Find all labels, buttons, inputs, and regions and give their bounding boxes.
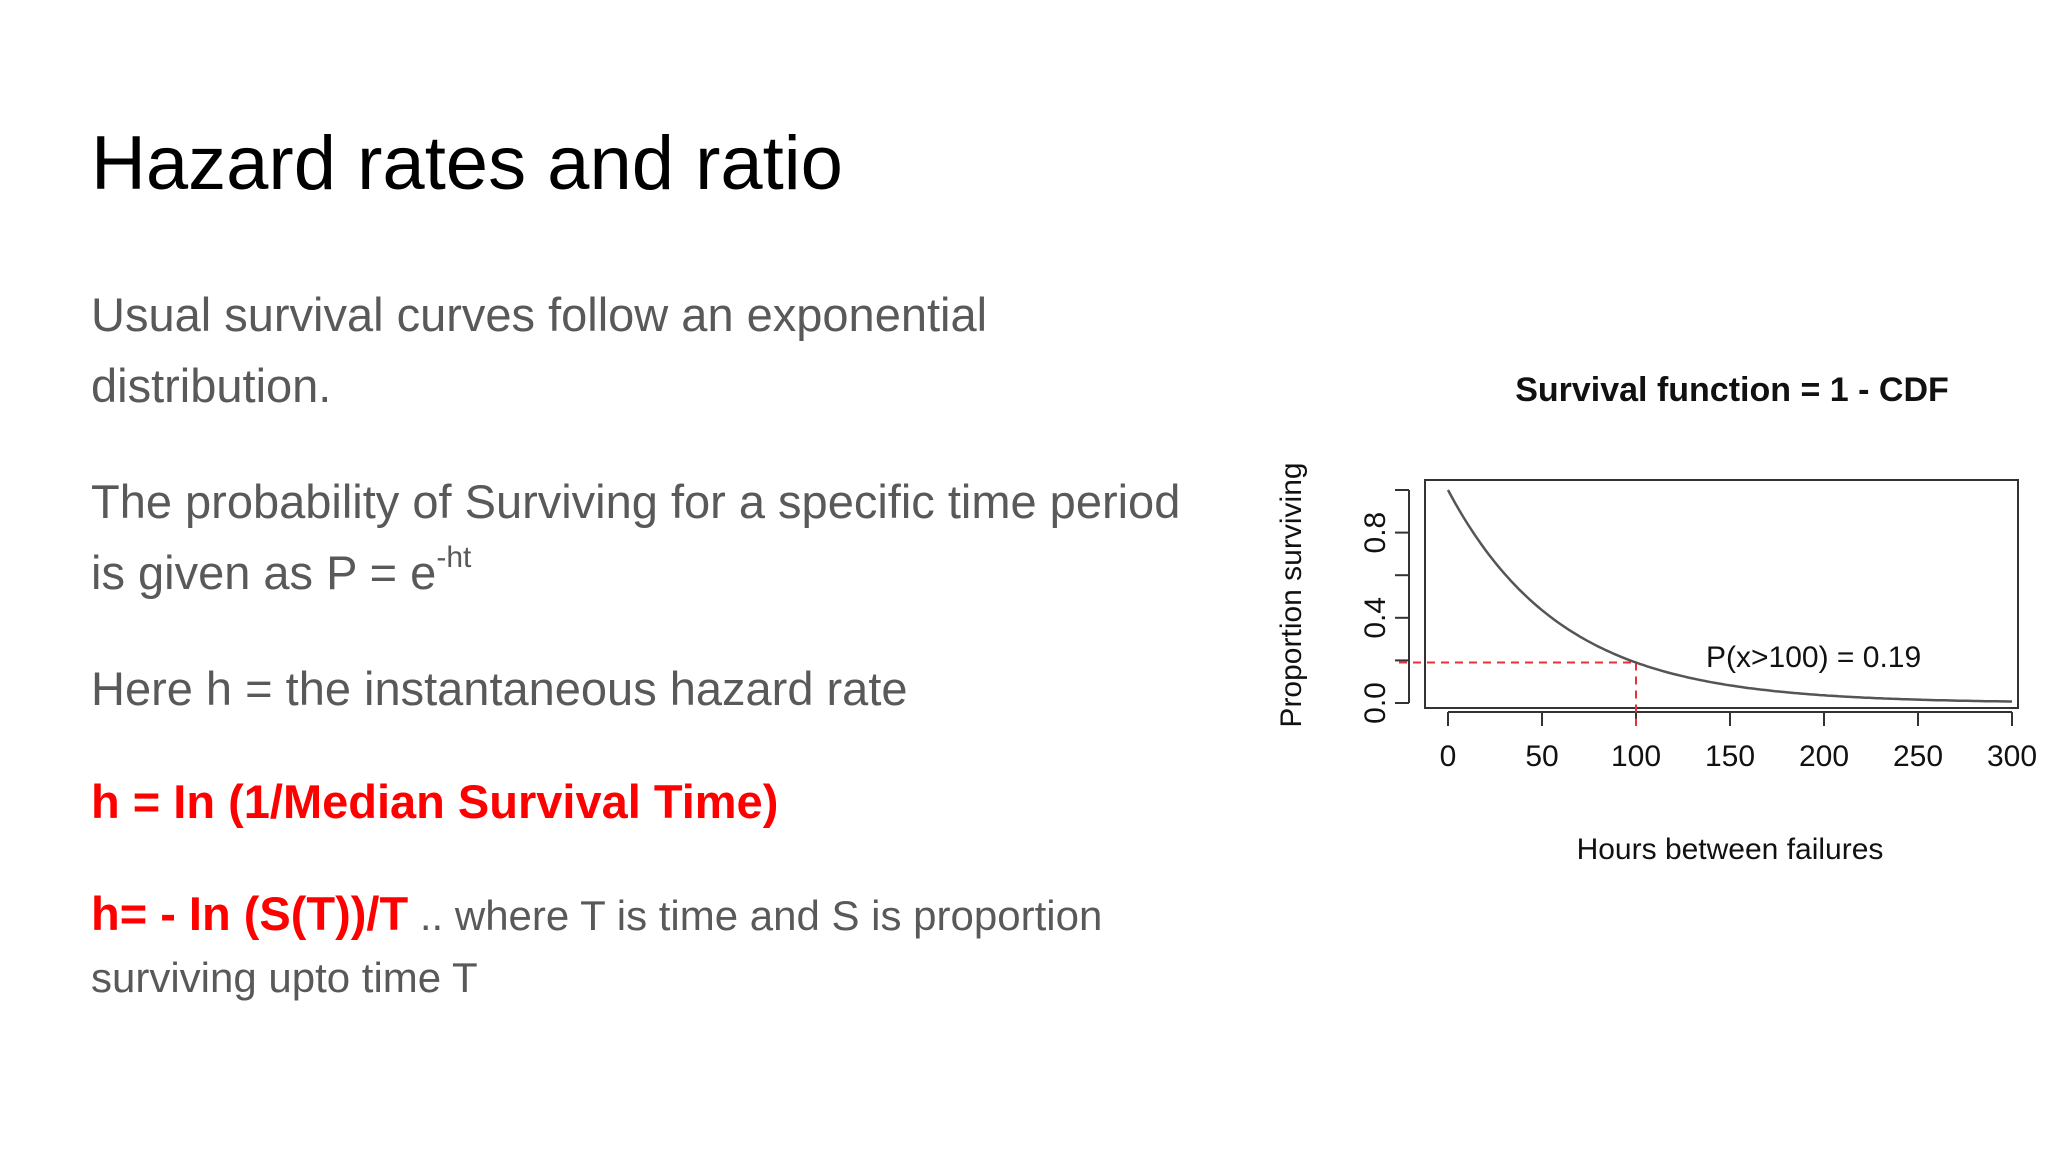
x-axis: 0 50 100 150 200 250 300: [1440, 711, 2037, 773]
x-axis-label: Hours between failures: [1577, 833, 1884, 866]
annotation-label: P(x>100) = 0.19: [1706, 641, 1921, 674]
x-tick-label: 150: [1705, 740, 1755, 773]
survival-chart: Survival function = 1 - CDF 0 50 100 150 200…: [1275, 371, 2037, 866]
paragraph-hazard-definition: Here h = the instantaneous hazard rate: [91, 662, 908, 715]
survival-curve: [1446, 489, 2012, 703]
chart-title: Survival function = 1 - CDF: [1515, 371, 1949, 409]
paragraph-exponential: Usual survival curves follow an exponent…: [91, 288, 988, 412]
formula-median-survival: h = In (1/Median Survival Time): [91, 775, 779, 828]
paragraph-formula-proportion: h= - In (S(T))/T .. where T is time and …: [91, 883, 1271, 1009]
y-axis-label: Proportion surviving: [1275, 462, 1308, 727]
y-tick-label: 0.4: [1359, 597, 1392, 639]
y-tick-label: 0.0: [1359, 682, 1392, 724]
x-tick-label: 200: [1799, 740, 1849, 773]
formula-explanation: where T is time and S is proportion surv…: [91, 892, 1103, 1001]
probability-text: The probability of Surviving for a speci…: [91, 475, 1181, 599]
y-axis: 0.0 0.4 0.8: [1359, 489, 1410, 724]
exponent-superscript: -ht: [436, 541, 472, 574]
formula-dots: ..: [408, 892, 444, 939]
formula-proportion: h= - In (S(T))/T: [91, 887, 409, 940]
plot-frame: [1424, 479, 2019, 709]
x-tick-label: 0: [1440, 740, 1457, 773]
slide-title: Hazard rates and ratio: [91, 121, 843, 206]
paragraph-probability: The probability of Surviving for a speci…: [91, 466, 1211, 608]
x-tick-label: 300: [1987, 740, 2037, 773]
y-tick-label: 0.8: [1359, 512, 1392, 554]
x-tick-label: 100: [1611, 740, 1661, 773]
marker-lines: [1399, 661, 1637, 726]
x-tick-label: 250: [1893, 740, 1943, 773]
x-tick-label: 50: [1525, 740, 1558, 773]
